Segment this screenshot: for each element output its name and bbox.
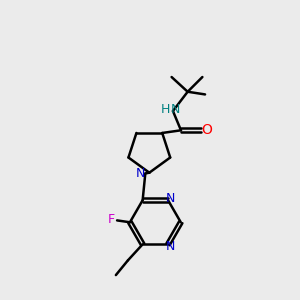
Text: O: O	[201, 123, 212, 137]
Text: N: N	[166, 192, 175, 205]
Text: F: F	[108, 213, 115, 226]
Text: N: N	[166, 240, 176, 253]
Text: N: N	[171, 103, 180, 116]
Text: H: H	[161, 103, 170, 116]
Text: N: N	[136, 167, 145, 180]
